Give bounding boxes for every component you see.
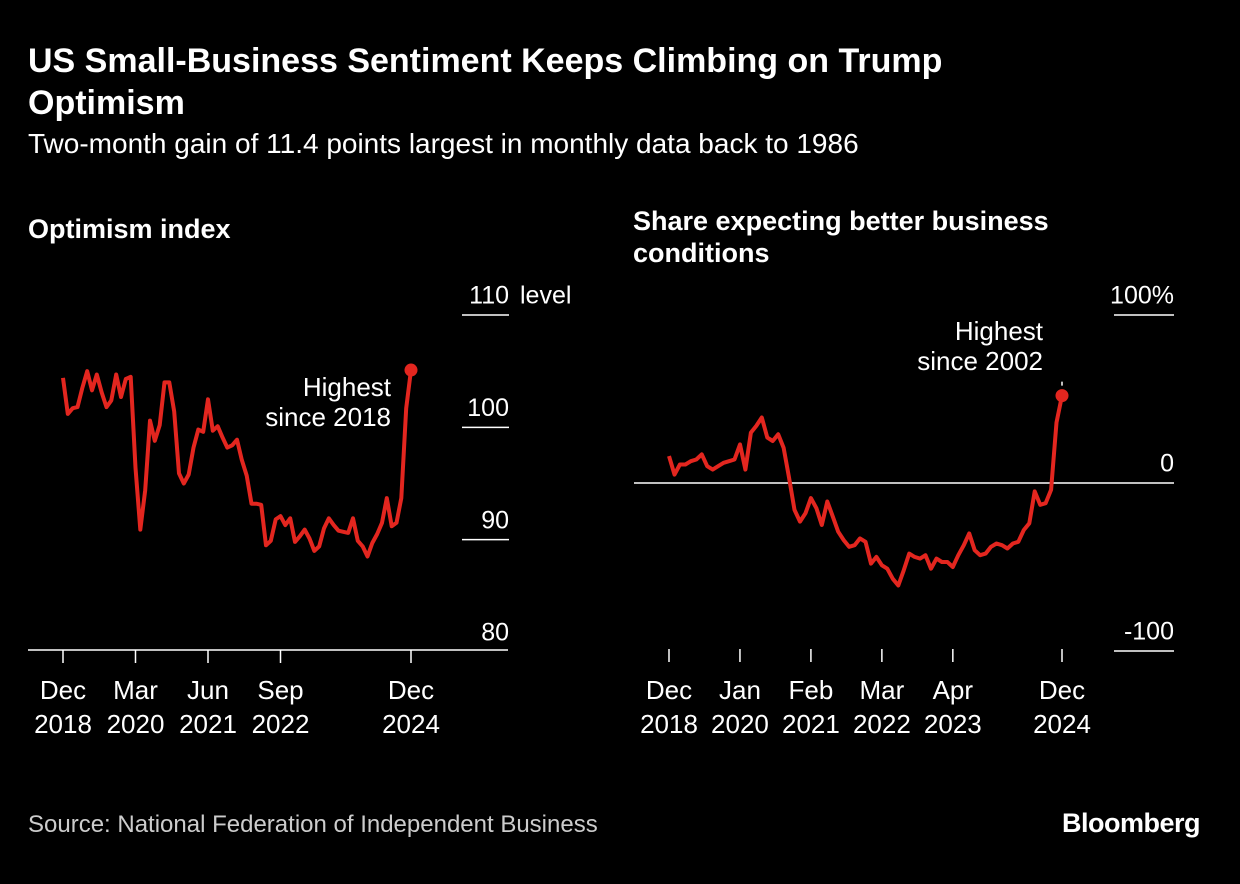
y-tick-label: 100	[467, 394, 509, 422]
annotation: Highest since 2002	[917, 316, 1043, 376]
x-tick-label: Dec 2024	[1033, 675, 1091, 739]
x-tick-label: Dec 2018	[640, 675, 698, 739]
end-point	[404, 363, 418, 377]
x-tick-label: Jun 2021	[179, 675, 237, 739]
y-unit: level	[520, 282, 571, 310]
x-tick-label: Mar 2022	[852, 675, 911, 739]
x-tick-label: Feb 2021	[781, 675, 840, 739]
x-tick-label: Dec 2024	[382, 675, 440, 739]
x-tick-label: Mar 2020	[106, 675, 165, 739]
subtitle: Two-month gain of 11.4 points largest in…	[28, 128, 859, 159]
source: Source: National Federation of Independe…	[28, 811, 598, 838]
x-tick-label: Jan 2020	[711, 675, 769, 739]
x-tick-label: Apr 2023	[923, 675, 982, 739]
line	[667, 395, 1064, 588]
chart-title: Optimism index	[28, 214, 231, 244]
y-tick-label: 100%	[1110, 282, 1174, 310]
end-point	[1055, 389, 1069, 403]
annotation: Highest since 2018	[265, 372, 391, 432]
x-tick-label: Dec 2018	[34, 675, 92, 739]
title: US Small-Business Sentiment Keeps Climbi…	[28, 42, 943, 122]
y-tick-label: 90	[481, 506, 509, 534]
line	[61, 369, 413, 559]
chart-title: Share expecting better business conditio…	[633, 206, 1049, 268]
brand: Bloomberg	[1061, 808, 1201, 838]
y-tick-label: 0	[1160, 450, 1174, 478]
y-tick-label: 80	[481, 619, 509, 647]
x-tick-label: Sep 2022	[251, 675, 310, 739]
y-tick-label: -100	[1124, 618, 1174, 646]
y-tick-label: 110	[469, 282, 509, 310]
